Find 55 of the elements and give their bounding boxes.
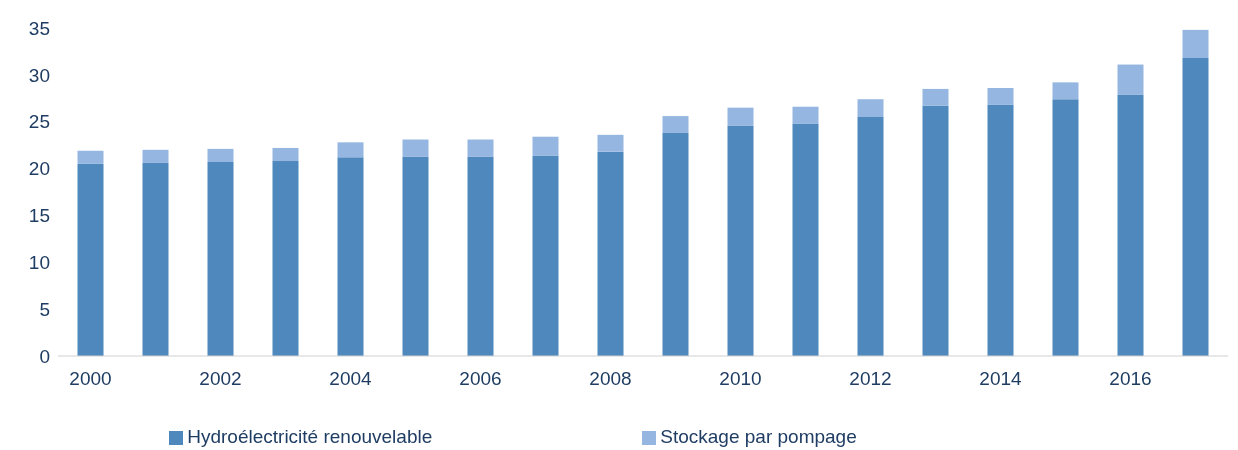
- x-tick-label: 2002: [199, 368, 242, 390]
- x-tick-label: 2012: [849, 368, 892, 390]
- bar: [272, 161, 299, 356]
- bar: [727, 125, 754, 356]
- bar: [662, 116, 689, 133]
- bar: [207, 162, 234, 356]
- bar: [1182, 57, 1209, 356]
- legend-label: Stockage par pompage: [660, 426, 857, 447]
- bar: [337, 142, 364, 158]
- bar: [142, 162, 169, 356]
- bar: [1052, 99, 1079, 356]
- bar: [922, 88, 949, 106]
- bar: [467, 156, 494, 356]
- bar: [142, 149, 169, 163]
- bar: [1182, 29, 1209, 58]
- y-tick-label: 10: [28, 252, 50, 274]
- bar: [207, 148, 234, 163]
- y-tick-label: 30: [28, 64, 50, 86]
- x-tick-label: 2000: [69, 368, 112, 390]
- y-tick-label: 5: [39, 298, 50, 320]
- bar: [662, 132, 689, 356]
- y-tick-label: 0: [39, 345, 50, 367]
- x-tick-label: 2006: [459, 368, 502, 390]
- y-tick-label: 25: [28, 111, 50, 133]
- bar: [532, 155, 559, 356]
- y-tick-label: 15: [28, 205, 50, 227]
- x-tick-label: 2014: [979, 368, 1023, 390]
- bar: [402, 139, 429, 157]
- x-tick-label: 2016: [1109, 368, 1152, 390]
- x-tick-label: 2004: [329, 368, 373, 390]
- bar: [792, 123, 819, 356]
- bar: [987, 87, 1014, 105]
- bar: [337, 157, 364, 356]
- bar: [727, 107, 754, 126]
- bar: [402, 156, 429, 356]
- bar: [1052, 82, 1079, 100]
- y-tick-label: 20: [28, 158, 50, 180]
- bar: [597, 151, 624, 356]
- bar: [792, 106, 819, 124]
- bar: [77, 163, 104, 356]
- legend-label: Hydroélectricité renouvelable: [187, 426, 433, 447]
- bar: [597, 134, 624, 152]
- bar: [467, 139, 494, 157]
- x-tick-label: 2010: [719, 368, 762, 390]
- bar: [857, 117, 884, 356]
- bar: [922, 105, 949, 356]
- bar: [532, 136, 559, 156]
- bar: [1117, 94, 1144, 356]
- bar: [987, 104, 1014, 356]
- bar: [857, 99, 884, 118]
- y-tick-label: 35: [28, 17, 50, 39]
- bar: [272, 147, 299, 162]
- bar: [1117, 64, 1144, 95]
- x-tick-label: 2008: [589, 368, 632, 390]
- bar: [77, 150, 104, 164]
